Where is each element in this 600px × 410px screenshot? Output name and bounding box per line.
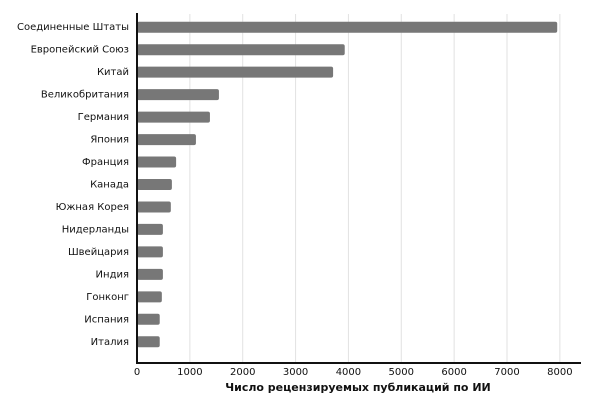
y-tick-label: Германия — [78, 112, 129, 123]
x-tick-label: 1000 — [177, 367, 202, 378]
bar — [137, 179, 172, 190]
y-tick-label: Канада — [90, 180, 129, 191]
x-axis-title: Число рецензируемых публикаций по ИИ — [225, 381, 490, 394]
x-tick-label: 5000 — [389, 367, 414, 378]
x-tick-label: 8000 — [547, 367, 572, 378]
x-tick-label: 7000 — [494, 367, 519, 378]
bar — [137, 223, 163, 235]
y-tick-label: Япония — [90, 135, 129, 146]
bar — [137, 201, 171, 213]
x-tick-label: 3000 — [283, 367, 308, 378]
y-tick-label: Великобритания — [41, 90, 129, 101]
y-tick-label: Швейцария — [68, 247, 129, 258]
bar — [137, 336, 160, 348]
bar — [137, 134, 196, 146]
bar — [137, 291, 162, 303]
y-tick-label: Южная Корея — [56, 202, 129, 213]
bar — [137, 246, 163, 258]
bar — [137, 44, 345, 56]
y-tick-label: Гонконг — [86, 292, 129, 303]
bar — [137, 89, 219, 101]
bar — [137, 21, 558, 33]
y-tick-label: Европейский Союз — [31, 45, 129, 56]
bar — [137, 156, 177, 168]
x-tick-label: 0 — [134, 367, 140, 378]
y-tick-label: Франция — [82, 157, 129, 168]
bar — [137, 313, 160, 325]
x-tick-label: 2000 — [230, 367, 255, 378]
y-tick-label: Испания — [84, 314, 129, 325]
y-tick-label: Соединенные Штаты — [17, 22, 129, 33]
y-tick-label: Китай — [97, 67, 129, 78]
y-tick-label: Италия — [91, 337, 129, 348]
y-tick-label: Нидерланды — [62, 224, 129, 235]
y-tick-label: Индия — [96, 269, 129, 280]
bar — [137, 111, 210, 123]
bar — [137, 268, 163, 280]
x-tick-label: 4000 — [336, 367, 361, 378]
x-tick-label: 6000 — [441, 367, 466, 378]
bar — [137, 66, 334, 78]
